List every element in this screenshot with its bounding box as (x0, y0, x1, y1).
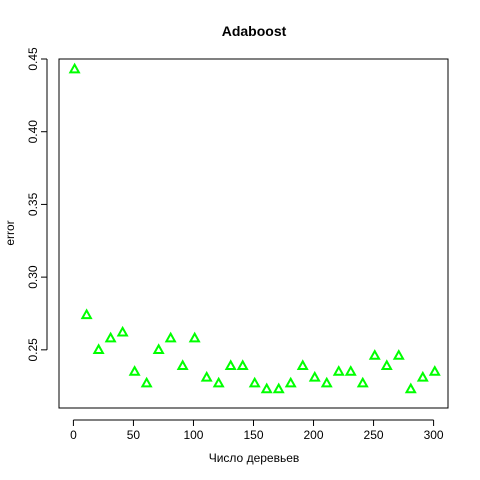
y-axis: 0.25 0.30 0.35 0.40 0.45 (26, 47, 48, 362)
data-point (392, 349, 405, 360)
data-point (116, 325, 129, 337)
y-tick-label: 0.25 (26, 338, 40, 362)
data-point (272, 382, 285, 394)
data-point (320, 376, 333, 388)
data-point (224, 359, 237, 370)
data-point (332, 365, 345, 376)
data-point (200, 370, 213, 382)
data-point (248, 376, 261, 388)
x-tick-label: 150 (243, 428, 263, 442)
x-axis-label: Число деревьев (209, 451, 300, 465)
x-tick-label: 300 (424, 428, 444, 442)
data-point (260, 382, 273, 394)
data-point (176, 359, 189, 370)
data-point (368, 349, 381, 360)
data-point (104, 331, 117, 343)
x-axis: 0 50 100 150 200 250 300 (70, 419, 444, 442)
x-tick-label: 200 (304, 428, 324, 442)
data-point (284, 376, 297, 388)
data-point (356, 376, 369, 388)
y-tick-label: 0.45 (26, 47, 40, 71)
data-point (428, 365, 441, 376)
data-point (68, 62, 81, 74)
data-point (92, 343, 105, 354)
data-point (152, 343, 165, 354)
data-point (164, 331, 177, 343)
data-point (188, 331, 201, 343)
y-tick-label: 0.35 (26, 192, 40, 216)
data-point (80, 308, 93, 320)
data-point (344, 365, 357, 376)
x-tick-label: 0 (70, 428, 77, 442)
data-point (416, 370, 429, 382)
data-point (380, 359, 393, 370)
data-point (236, 359, 249, 370)
data-points (68, 62, 441, 394)
x-tick-label: 50 (127, 428, 141, 442)
data-point (128, 365, 141, 376)
y-axis-label: error (3, 220, 17, 245)
chart-title: Adaboost (222, 23, 287, 39)
x-tick-label: 250 (364, 428, 384, 442)
x-tick-label: 100 (183, 428, 203, 442)
plot-frame (58, 58, 449, 409)
data-point (404, 382, 417, 394)
data-point (212, 376, 225, 388)
data-point (296, 359, 309, 370)
y-tick-label: 0.40 (26, 120, 40, 144)
data-point (140, 376, 153, 388)
data-point (308, 370, 321, 382)
y-tick-label: 0.30 (26, 265, 40, 289)
